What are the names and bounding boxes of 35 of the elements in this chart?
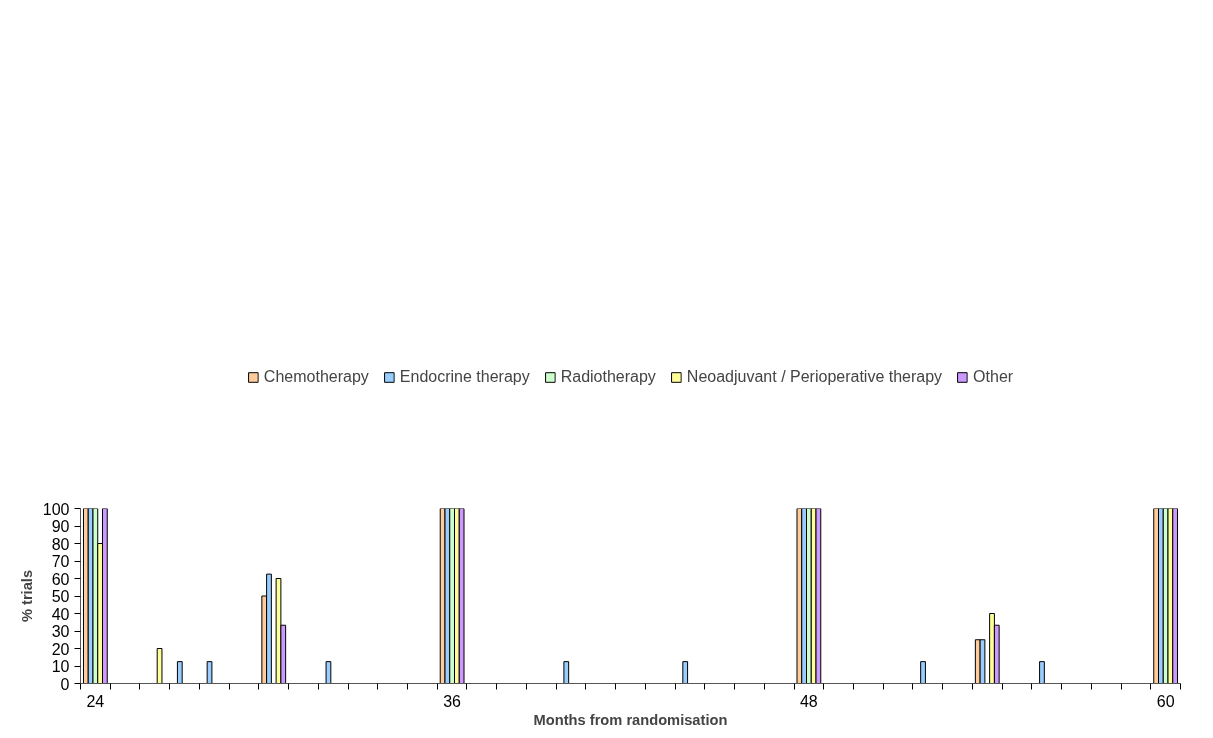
legend-label: Radiotherapy xyxy=(560,367,656,386)
x-tick-label: 36 xyxy=(443,692,462,710)
y-tick-label: 60 xyxy=(51,570,70,588)
bar xyxy=(325,661,332,684)
legend-label: Neoadjuvant / Perioperative therapy xyxy=(686,367,943,386)
bar xyxy=(563,661,570,684)
y-tick-label: 40 xyxy=(51,605,70,623)
bar xyxy=(176,661,183,684)
x-tick-label: 60 xyxy=(1156,692,1175,710)
y-tick-label: 10 xyxy=(51,658,70,675)
y-tick-label: 70 xyxy=(51,553,70,570)
bar xyxy=(979,639,986,684)
bar xyxy=(275,578,282,684)
bar xyxy=(920,661,926,684)
x-axis-title: Months from randomisation xyxy=(533,711,728,728)
y-tick-label: 80 xyxy=(51,535,70,553)
x-tick-label: 48 xyxy=(799,692,818,710)
bar xyxy=(815,508,822,684)
legend-label: Other xyxy=(973,367,1014,386)
y-tick-label: 20 xyxy=(51,640,70,658)
y-tick-label: 100 xyxy=(42,500,70,518)
bar xyxy=(156,648,163,684)
legend-label: Endocrine therapy xyxy=(399,367,530,386)
bar xyxy=(92,508,99,684)
bar xyxy=(682,661,689,684)
y-tick-label: 90 xyxy=(51,518,70,535)
y-tick-label: 50 xyxy=(51,588,70,605)
bar xyxy=(206,661,213,684)
bar xyxy=(458,508,465,684)
y-tick-label: 30 xyxy=(51,623,70,640)
x-tick-label: 24 xyxy=(86,692,105,710)
legend-label: Chemotherapy xyxy=(263,367,369,386)
y-tick-label: 0 xyxy=(60,675,70,693)
bar xyxy=(1039,661,1045,684)
y-axis-title: % trials xyxy=(18,569,35,623)
